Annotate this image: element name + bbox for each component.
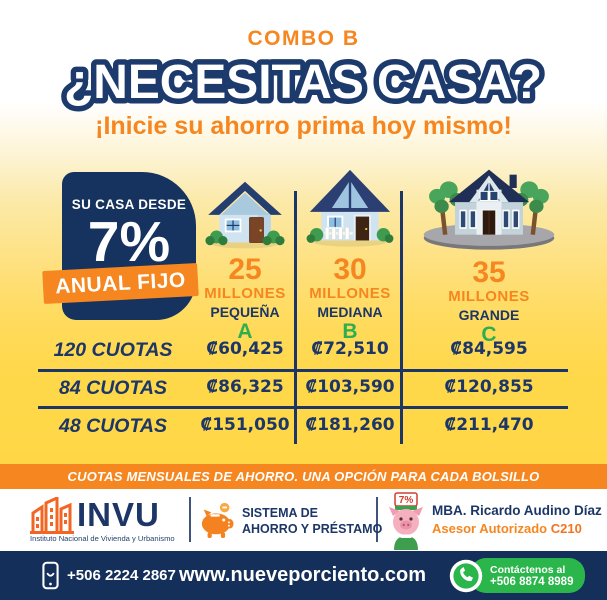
option-letter: A — [237, 320, 253, 343]
advisor-pig-mascot: 7% — [389, 492, 423, 550]
column-divider — [400, 191, 403, 444]
price-cell: ₡72,510 — [311, 339, 389, 359]
option-amount: 30 — [333, 253, 367, 286]
bottom-bar: +506 2224 2867 www.nueveporciento.com Co… — [0, 551, 607, 600]
price-cell: ₡84,595 — [450, 339, 528, 359]
system-label: SISTEMA DE AHORRO Y PRÉSTAMO — [242, 505, 382, 537]
main-title-text: ¿NECESITAS CASA? — [64, 56, 542, 109]
advisor-sign-text: 7% — [399, 495, 414, 506]
table-row: 84 CUOTAS ₡86,325 ₡103,590 ₡120,855 — [0, 377, 607, 403]
rate-ribbon: ANUAL FIJO — [42, 262, 199, 305]
option-unit: MILLONES — [204, 285, 286, 302]
rate-value: 7% — [87, 210, 171, 274]
piggy-bank-icon — [201, 502, 234, 539]
option-column-small: 25 MILLONES PEQUEÑA A — [197, 176, 293, 343]
option-size: GRANDE — [458, 307, 520, 323]
column-divider — [294, 191, 297, 444]
large-house-icon — [423, 169, 555, 250]
phone-icon — [42, 561, 59, 590]
price-cell: ₡60,425 — [206, 339, 284, 359]
system-label-line2: AHORRO Y PRÉSTAMO — [242, 522, 383, 536]
table-row: 48 CUOTAS ₡151,050 ₡181,260 ₡211,470 — [0, 415, 607, 441]
price-cell: ₡120,855 — [444, 377, 534, 397]
phone-group: +506 2224 2867 — [42, 551, 176, 600]
main-title: ¿NECESITAS CASA? — [59, 51, 548, 115]
table-row: 120 CUOTAS ₡60,425 ₡72,510 ₡84,595 — [0, 339, 607, 365]
option-unit: MILLONES — [448, 288, 530, 305]
option-amount: 25 — [228, 253, 262, 286]
website-url: www.nueveporciento.com — [178, 564, 427, 586]
row-label: 84 CUOTAS — [59, 377, 167, 399]
subtitle: ¡Inicie su ahorro prima hoy mismo! — [95, 112, 512, 140]
option-size: MEDIANA — [317, 304, 383, 320]
invu-name: INVU — [77, 496, 160, 533]
promo-banner: CUOTAS MENSUALES DE AHORRO. UNA OPCIÓN P… — [0, 464, 607, 489]
footer-divider — [189, 497, 191, 542]
option-column-large: 35 MILLONES GRANDE C — [409, 163, 569, 346]
footer: INVU Instituto Nacional de Vivienda y Ur… — [0, 489, 607, 551]
phone-number: +506 2224 2867 — [67, 567, 176, 584]
option-size: PEQUEÑA — [210, 304, 280, 320]
option-unit: MILLONES — [309, 285, 391, 302]
whatsapp-pill: Contáctenos al +506 8874 8989 — [470, 558, 586, 593]
advisor-code: C210 — [550, 521, 582, 536]
invu-building-icon — [30, 495, 74, 534]
whatsapp-badge: Contáctenos al +506 8874 8989 — [448, 551, 586, 600]
whatsapp-number: +506 8874 8989 — [490, 575, 574, 588]
advisor-name: MBA. Ricardo Audino Díaz — [432, 503, 602, 518]
option-letter: B — [342, 320, 358, 343]
row-divider — [38, 369, 568, 372]
combo-label: COMBO B — [247, 27, 360, 50]
invu-tagline: Instituto Nacional de Vivienda y Urbanis… — [30, 534, 175, 543]
rate-badge-caption: SU CASA DESDE — [71, 197, 187, 212]
option-amount: 35 — [472, 256, 506, 289]
advisor-role-text: Asesor Autorizado — [432, 521, 548, 536]
price-cell: ₡103,590 — [305, 377, 395, 397]
row-label: 120 CUOTAS — [53, 339, 173, 361]
row-divider — [38, 406, 568, 409]
small-house-icon — [205, 181, 285, 249]
option-column-medium: 30 MILLONES MEDIANA B — [302, 166, 398, 343]
whatsapp-cta: Contáctenos al — [490, 563, 566, 576]
system-label-line1: SISTEMA DE — [242, 506, 318, 520]
advisor-role: Asesor Autorizado C210 — [432, 521, 582, 536]
price-cell: ₡151,050 — [200, 415, 290, 435]
row-label: 48 CUOTAS — [59, 415, 167, 437]
medium-house-icon — [306, 169, 394, 247]
price-cell: ₡181,260 — [305, 415, 395, 435]
footer-divider — [376, 497, 378, 542]
price-cell: ₡211,470 — [444, 415, 534, 435]
whatsapp-icon — [449, 559, 483, 592]
option-letter: C — [481, 323, 497, 346]
rate-badge: SU CASA DESDE 7% ANUAL FIJO — [42, 172, 199, 320]
price-cell: ₡86,325 — [206, 377, 284, 397]
invu-logo — [30, 495, 76, 539]
